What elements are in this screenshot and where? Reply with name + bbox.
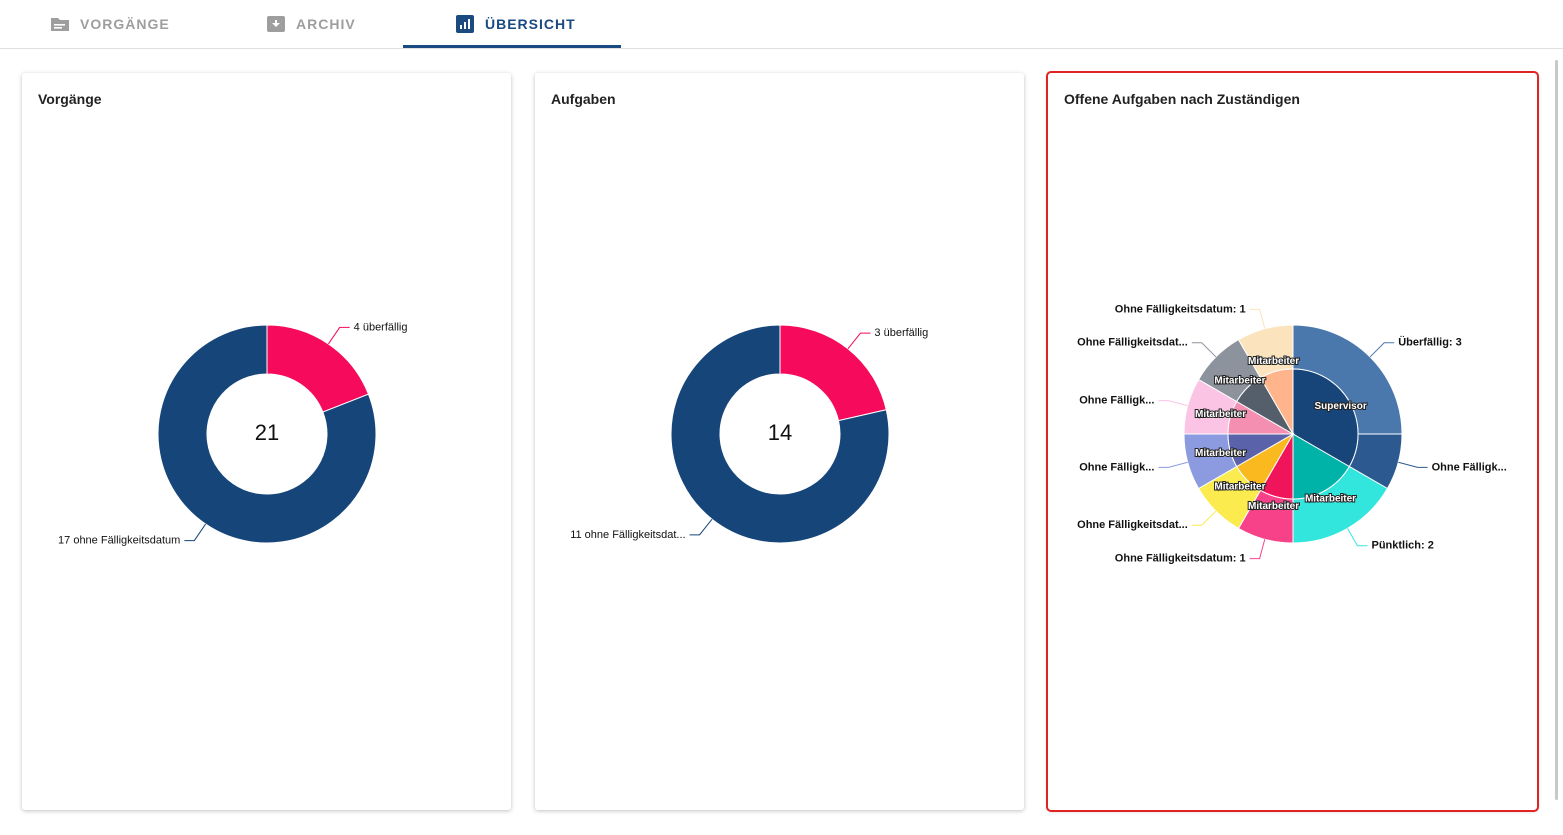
leader-line [1398, 461, 1428, 468]
data-label: Ohne Fälligk... [1432, 461, 1507, 473]
card-title: Offene Aufgaben nach Zuständigen [1064, 91, 1300, 107]
folder-icon [51, 18, 69, 31]
data-label: Ohne Fälligkeitsdatum: 1 [1115, 553, 1246, 565]
group-label: Supervisor [1315, 401, 1367, 412]
data-label: Überfällig: 3 [1398, 336, 1462, 349]
data-label: Ohne Fälligk... [1079, 395, 1154, 407]
archive-icon [267, 16, 285, 32]
data-label: Ohne Fälligkeitsdat... [1077, 519, 1188, 531]
data-label: Ohne Fälligkeitsdat... [1077, 337, 1188, 349]
chart-icon [456, 15, 474, 33]
chart: 3 überfällig 11 ohne Fälligkeitsdat... 14 [570, 324, 928, 544]
inner-segment [1292, 433, 1350, 500]
group-label: Mitarbeiter [1305, 494, 1356, 505]
tab[interactable]: ARCHIV [266, 0, 356, 48]
leader-line [184, 523, 207, 542]
tab-label: ÜBERSICHT [485, 16, 576, 32]
inner-segment [1292, 368, 1359, 468]
chart-card: Aufgaben 3 überfällig 11 ohne Fälligkeitsd… [535, 73, 1024, 810]
inner-segment [1259, 368, 1294, 436]
group-label: Mitarbeiter [1248, 501, 1299, 512]
tab[interactable]: ÜBERSICHT [456, 0, 576, 48]
tab-label: VORGÄNGE [80, 16, 170, 32]
donut-segment [157, 324, 377, 544]
leader-line [327, 326, 350, 345]
data-label: 11 ohne Fälligkeitsdat... [570, 529, 685, 541]
leader-line [689, 518, 713, 536]
tab-bar: VORGÄNGE ARCHIV ÜBERSICHT [0, 0, 1563, 49]
tab-label: ARCHIV [296, 16, 356, 32]
data-label: 17 ohne Fälligkeitsdatum [58, 534, 180, 546]
data-label: 3 überfällig [874, 327, 928, 339]
donut-segment [779, 324, 887, 422]
donut-segment [266, 324, 370, 413]
group-label: Mitarbeiter [1195, 409, 1246, 420]
leader-line [1347, 528, 1368, 547]
leader-line [1191, 342, 1217, 358]
group-label: Mitarbeiter [1248, 356, 1299, 367]
leader-line [1158, 461, 1188, 468]
data-label: Ohne Fälligkeitsdatum: 1 [1115, 303, 1246, 315]
donut-total: 21 [255, 420, 279, 445]
data-label: Pünktlich: 2 [1372, 540, 1434, 552]
group-label: Mitarbeiter [1214, 376, 1265, 387]
chart-card: Offene Aufgaben nach Zuständigen Überfäll… [1046, 71, 1539, 812]
tab[interactable]: VORGÄNGE [50, 0, 170, 48]
chart-card: Vorgänge 4 überfällig 17 ohne Fälligkeitsd… [22, 73, 511, 810]
leader-line [1249, 539, 1266, 560]
donut-segment [670, 324, 890, 544]
leader-line [1158, 400, 1188, 407]
leader-line [1249, 308, 1266, 329]
group-label: Mitarbeiter [1214, 482, 1265, 493]
chart: Überfällig: 3 Ohne Fälligk... Pünktlich: 2… [1077, 303, 1507, 565]
active-tab-indicator [403, 45, 621, 48]
scrollbar [1555, 60, 1558, 800]
card-title: Vorgänge [38, 91, 102, 107]
data-label: Ohne Fälligk... [1079, 461, 1154, 473]
leader-line [1369, 342, 1395, 358]
leader-line [1191, 510, 1217, 526]
group-label: Mitarbeiter [1195, 448, 1246, 459]
card-title: Aufgaben [551, 91, 616, 107]
donut-total: 14 [768, 420, 792, 445]
data-label: 4 überfällig [354, 321, 408, 333]
chart: 4 überfällig 17 ohne Fälligkeitsdatum 21 [58, 321, 408, 546]
leader-line [847, 332, 871, 350]
